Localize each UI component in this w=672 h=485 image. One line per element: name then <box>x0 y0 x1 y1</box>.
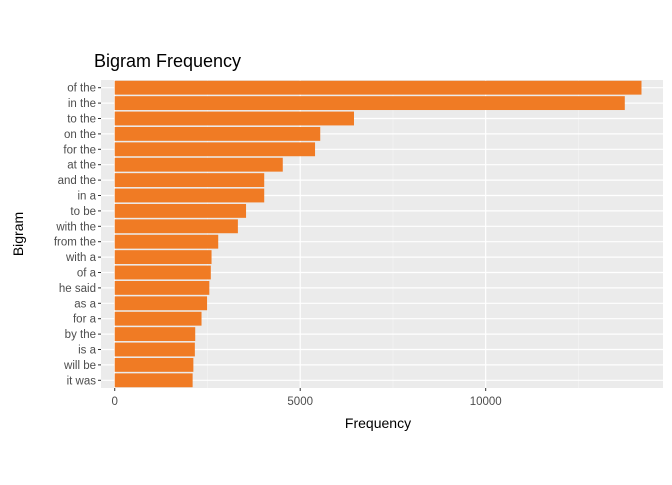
chart-title: Bigram Frequency <box>94 51 241 71</box>
y-axis-title: Bigram <box>10 212 26 256</box>
x-axis-ticks: 0 5000 10000 <box>112 388 502 408</box>
y-tick-label: and the <box>58 175 96 187</box>
bar <box>114 234 219 249</box>
y-tick-label: at the <box>67 160 96 172</box>
bar <box>114 142 316 157</box>
x-axis-title: Frequency <box>345 415 411 431</box>
y-axis-ticks: of the in the to the on the for the at the and… <box>54 83 101 387</box>
x-tick-label: 0 <box>112 396 118 408</box>
y-tick-label: with a <box>65 252 97 264</box>
bar <box>114 327 196 342</box>
y-tick-label: from the <box>54 237 96 249</box>
y-tick-label: with the <box>55 221 96 233</box>
bar <box>114 311 202 326</box>
y-tick-label: in a <box>77 191 96 203</box>
bar <box>114 96 625 111</box>
y-tick-label: of a <box>77 268 97 280</box>
y-tick-label: on the <box>64 129 96 141</box>
bar <box>114 188 265 203</box>
x-tick-label: 10000 <box>470 396 502 408</box>
bars <box>114 80 642 388</box>
y-tick-label: as a <box>74 298 96 310</box>
bar <box>114 250 212 265</box>
y-tick-label: by the <box>65 329 96 341</box>
bar <box>114 219 238 234</box>
y-tick-label: will be <box>63 360 96 372</box>
y-tick-label: of the <box>67 83 96 95</box>
bar <box>114 126 321 141</box>
bar <box>114 157 283 172</box>
bar <box>114 373 193 388</box>
x-tick-label: 5000 <box>287 396 313 408</box>
y-tick-label: to the <box>67 114 96 126</box>
bar <box>114 280 210 295</box>
bar <box>114 80 642 95</box>
y-tick-label: in the <box>68 98 96 110</box>
y-tick-label: to be <box>70 206 96 218</box>
y-tick-label: he said <box>59 283 96 295</box>
y-tick-label: it was <box>67 375 97 387</box>
y-tick-label: is a <box>78 345 97 357</box>
bar <box>114 265 211 280</box>
bar <box>114 357 194 372</box>
y-tick-label: for the <box>63 144 96 156</box>
bar <box>114 342 195 357</box>
bar <box>114 111 354 126</box>
y-tick-label: for a <box>73 314 97 326</box>
bar <box>114 296 208 311</box>
bar <box>114 173 265 188</box>
bar <box>114 203 247 218</box>
